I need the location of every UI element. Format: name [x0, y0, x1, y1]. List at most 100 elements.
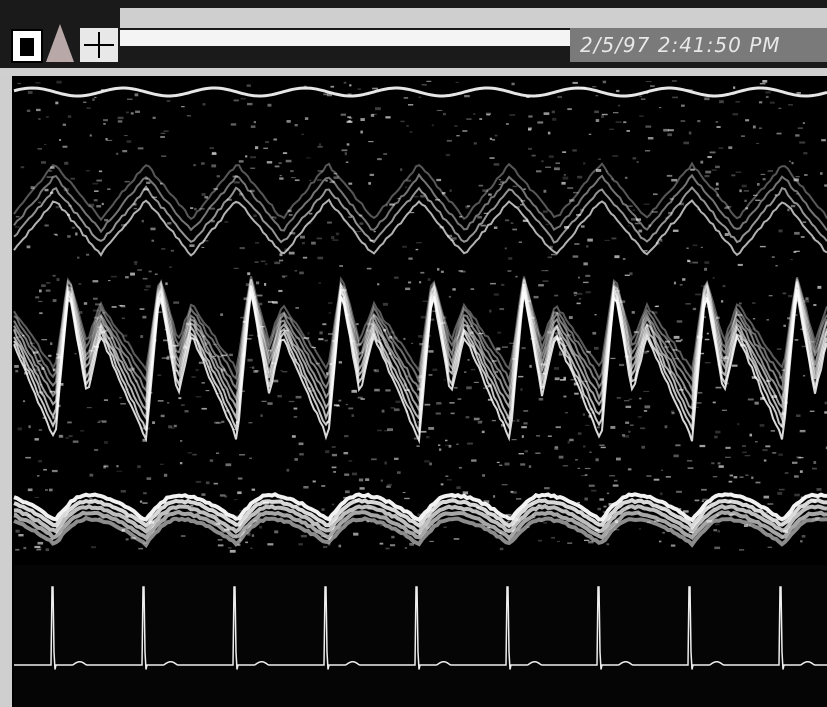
- speckle: [29, 425, 31, 428]
- speckle: [361, 398, 365, 399]
- speckle: [585, 275, 590, 277]
- speckle: [505, 248, 507, 250]
- speckle: [53, 299, 57, 302]
- speckle: [102, 420, 107, 422]
- speckle: [349, 460, 353, 461]
- speckle: [623, 258, 625, 260]
- speckle: [505, 219, 509, 221]
- speckle: [280, 370, 282, 371]
- speckle: [432, 124, 434, 126]
- speckle: [671, 545, 675, 547]
- speckle: [365, 478, 369, 481]
- speckle: [501, 284, 504, 286]
- speckle: [722, 285, 725, 287]
- speckle: [134, 261, 138, 263]
- speckle: [87, 407, 92, 408]
- speckle: [441, 271, 444, 273]
- speckle: [67, 235, 70, 237]
- speckle: [796, 176, 800, 177]
- speckle: [616, 122, 622, 123]
- speckle: [28, 489, 33, 492]
- speckle: [768, 170, 773, 172]
- speckle: [86, 254, 89, 256]
- speckle: [612, 155, 618, 156]
- speckle: [742, 445, 746, 447]
- speckle: [609, 475, 615, 476]
- speckle: [639, 398, 641, 400]
- speckle: [374, 389, 380, 392]
- speckle: [516, 498, 521, 499]
- speckle: [496, 348, 500, 351]
- speckle: [384, 430, 388, 431]
- speckle: [439, 448, 441, 451]
- speckle: [34, 497, 39, 498]
- speckle: [719, 100, 724, 103]
- speckle: [644, 410, 647, 412]
- speckle: [295, 307, 299, 308]
- speckle: [541, 270, 546, 271]
- speckle: [778, 454, 783, 456]
- speckle: [480, 420, 483, 422]
- speckle: [796, 251, 800, 252]
- speckle: [135, 93, 139, 96]
- speckle: [119, 397, 121, 398]
- speckle: [632, 311, 635, 314]
- icon-freeze-glyph: [20, 38, 34, 56]
- speckle: [555, 377, 560, 380]
- speckle: [744, 200, 746, 202]
- speckle: [676, 491, 682, 493]
- speckle: [765, 445, 770, 447]
- speckle: [689, 132, 692, 135]
- speckle: [346, 162, 349, 164]
- speckle: [46, 290, 51, 292]
- speckle: [672, 97, 678, 99]
- speckle: [291, 177, 296, 178]
- speckle: [299, 543, 303, 545]
- speckle: [507, 521, 510, 522]
- speckle: [506, 123, 509, 125]
- speckle: [460, 271, 465, 273]
- speckle: [420, 195, 425, 198]
- speckle: [313, 481, 316, 483]
- speckle: [94, 199, 98, 201]
- speckle: [616, 458, 621, 461]
- speckle: [436, 179, 441, 181]
- speckle: [94, 190, 99, 192]
- speckle: [317, 146, 322, 147]
- speckle: [400, 168, 402, 171]
- speckle: [91, 546, 96, 548]
- speckle: [592, 86, 596, 87]
- speckle: [644, 351, 647, 354]
- speckle: [462, 130, 467, 132]
- speckle: [667, 133, 672, 136]
- speckle: [265, 141, 269, 142]
- speckle: [347, 121, 353, 123]
- speckle: [234, 100, 239, 102]
- speckle: [456, 135, 459, 136]
- speckle: [164, 474, 167, 477]
- speckle: [140, 501, 142, 503]
- speckle: [372, 88, 378, 90]
- speckle: [640, 427, 645, 429]
- speckle: [704, 261, 709, 264]
- speckle: [370, 174, 374, 176]
- speckle: [67, 422, 72, 424]
- speckle: [458, 399, 462, 400]
- speckle: [317, 257, 323, 260]
- speckle: [789, 161, 791, 163]
- speckle: [800, 540, 802, 542]
- speckle: [715, 166, 720, 168]
- speckle: [352, 414, 355, 417]
- speckle: [645, 126, 651, 128]
- speckle: [286, 160, 292, 163]
- speckle: [64, 162, 68, 165]
- speckle: [38, 119, 40, 120]
- speckle: [56, 206, 60, 208]
- speckle: [783, 325, 786, 327]
- speckle: [403, 492, 406, 493]
- speckle: [74, 353, 76, 354]
- speckle: [180, 462, 182, 464]
- speckle: [617, 397, 621, 398]
- speckle: [630, 425, 634, 426]
- speckle: [704, 97, 709, 100]
